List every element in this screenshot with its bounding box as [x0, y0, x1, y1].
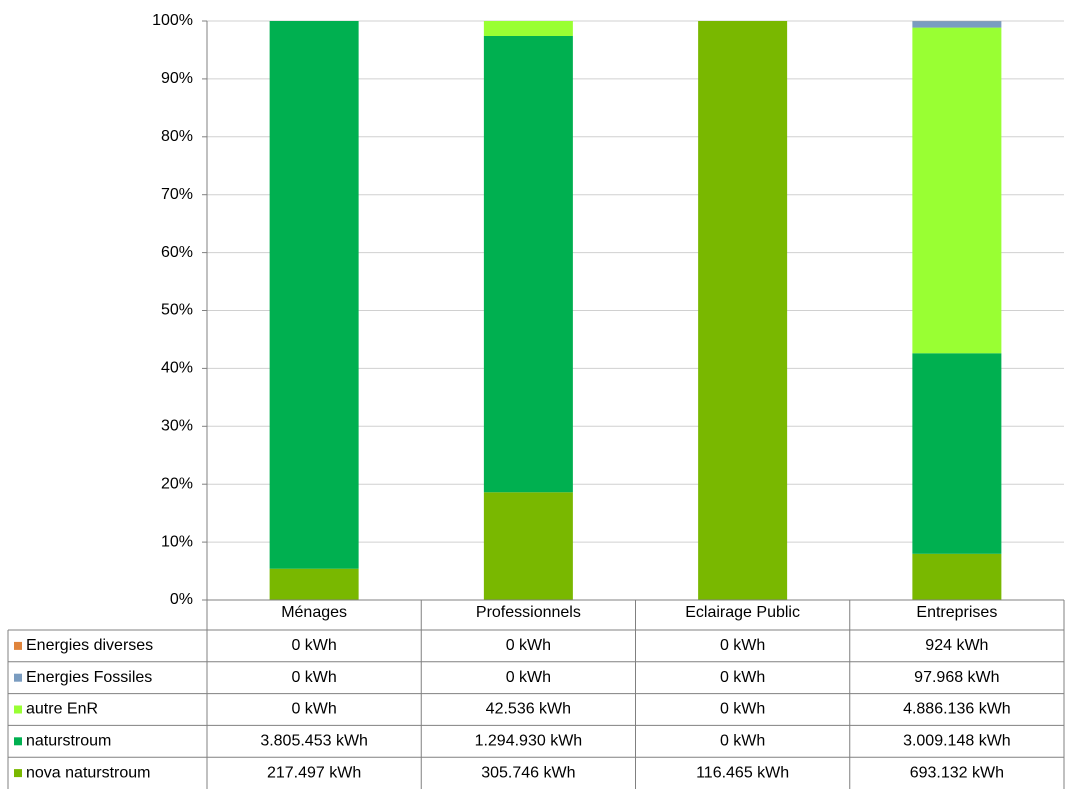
- table-value: 3.009.148 kWh: [903, 733, 1011, 750]
- bar-segment: [269, 568, 359, 600]
- table-value: 42.536 kWh: [486, 701, 571, 718]
- y-tick-label: 60%: [161, 244, 193, 261]
- legend-label: Energies diverses: [26, 637, 153, 654]
- table-value: 0 kWh: [720, 733, 765, 750]
- y-tick-label: 80%: [161, 128, 193, 145]
- legend-label: autre EnR: [26, 701, 98, 718]
- table-value: 1.294.930 kWh: [475, 733, 583, 750]
- table-value: 693.132 kWh: [910, 764, 1004, 781]
- y-tick-label: 70%: [161, 186, 193, 203]
- bar-segment: [269, 21, 359, 569]
- legend-swatch: [14, 737, 22, 746]
- bar-segment: [483, 21, 573, 36]
- legend-swatch: [14, 705, 22, 714]
- table-value: 0 kWh: [720, 669, 765, 686]
- y-tick-label: 30%: [161, 418, 193, 435]
- table-value: 305.746 kWh: [481, 764, 575, 781]
- y-tick-label: 50%: [161, 302, 193, 319]
- bar-segment: [912, 553, 1002, 600]
- table-value: 0 kWh: [506, 637, 551, 654]
- legend-label: Energies Fossiles: [26, 669, 152, 686]
- y-tick-label: 40%: [161, 360, 193, 377]
- x-tick-label: Entreprises: [916, 604, 997, 621]
- y-tick-label: 90%: [161, 70, 193, 87]
- bar-segment: [912, 27, 1002, 354]
- table-value: 217.497 kWh: [267, 764, 361, 781]
- x-tick-label: Professionnels: [476, 604, 581, 621]
- table-value: 116.465 kWh: [696, 764, 789, 781]
- table-value: 3.805.453 kWh: [260, 733, 368, 750]
- y-tick-label: 20%: [161, 475, 193, 492]
- bar-segment: [483, 35, 573, 493]
- legend-swatch: [14, 641, 22, 650]
- y-tick-label: 0%: [170, 591, 193, 608]
- table-value: 0 kWh: [291, 701, 336, 718]
- table-value: 0 kWh: [720, 701, 765, 718]
- bar-segment: [912, 21, 1002, 28]
- bar-segment: [912, 353, 1002, 554]
- table-value: 0 kWh: [291, 669, 336, 686]
- legend-label: nova naturstroum: [26, 764, 151, 781]
- bar-segment: [483, 492, 573, 600]
- x-tick-label: Eclairage Public: [685, 604, 800, 621]
- legend-swatch: [14, 769, 22, 778]
- table-value: 924 kWh: [925, 637, 988, 654]
- table-value: 4.886.136 kWh: [903, 701, 1011, 718]
- x-tick-label: Ménages: [281, 604, 347, 621]
- legend-label: naturstroum: [26, 733, 111, 750]
- table-value: 0 kWh: [720, 637, 765, 654]
- y-tick-label: 10%: [161, 533, 193, 550]
- table-value: 97.968 kWh: [914, 669, 999, 686]
- table-value: 0 kWh: [506, 669, 551, 686]
- y-tick-label: 100%: [152, 12, 193, 29]
- legend-swatch: [14, 673, 22, 682]
- bar-segment: [698, 21, 788, 600]
- table-value: 0 kWh: [291, 637, 336, 654]
